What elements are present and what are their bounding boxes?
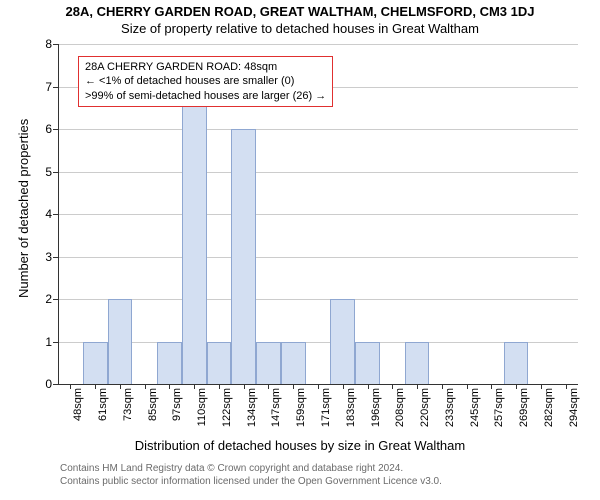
y-tick-label: 0 (28, 377, 52, 391)
footer-text: Contains HM Land Registry data © Crown c… (60, 462, 442, 488)
annotation-box: 28A CHERRY GARDEN ROAD: 48sqm ← <1% of d… (78, 56, 333, 107)
grid-line (58, 172, 578, 173)
bar (355, 342, 380, 385)
x-tick-label: 48sqm (72, 388, 84, 438)
y-tick-label: 7 (28, 80, 52, 94)
x-tick-label: 208sqm (394, 388, 406, 438)
grid-line (58, 257, 578, 258)
bar (108, 299, 133, 384)
y-tick-label: 6 (28, 122, 52, 136)
x-tick-label: 196sqm (370, 388, 382, 438)
bar (157, 342, 182, 385)
annotation-line2: ← <1% of detached houses are smaller (0) (85, 74, 326, 88)
bar (504, 342, 529, 385)
x-tick-label: 110sqm (196, 388, 208, 438)
x-tick-label: 171sqm (320, 388, 332, 438)
annotation-line1: 28A CHERRY GARDEN ROAD: 48sqm (85, 60, 326, 74)
grid-line (58, 44, 578, 45)
bar (207, 342, 232, 385)
x-tick-label: 122sqm (221, 388, 233, 438)
x-tick-label: 257sqm (493, 388, 505, 438)
bar (405, 342, 430, 385)
y-tick-label: 5 (28, 165, 52, 179)
y-tick-label: 1 (28, 335, 52, 349)
grid-line (58, 299, 578, 300)
x-tick-label: 97sqm (171, 388, 183, 438)
x-tick-label: 245sqm (469, 388, 481, 438)
footer-line2: Contains public sector information licen… (60, 475, 442, 488)
x-tick-label: 282sqm (543, 388, 555, 438)
bar (256, 342, 281, 385)
bar (83, 342, 108, 385)
x-tick-label: 159sqm (295, 388, 307, 438)
x-tick-label: 220sqm (419, 388, 431, 438)
x-tick-label: 183sqm (345, 388, 357, 438)
y-tick-label: 8 (28, 37, 52, 51)
x-tick-label: 61sqm (97, 388, 109, 438)
grid-line (58, 129, 578, 130)
x-tick-label: 294sqm (568, 388, 580, 438)
x-tick-label: 233sqm (444, 388, 456, 438)
x-tick-label: 134sqm (246, 388, 258, 438)
x-axis-line (58, 384, 578, 385)
x-tick-label: 269sqm (518, 388, 530, 438)
y-tick-label: 4 (28, 207, 52, 221)
bar (182, 87, 207, 385)
x-tick-label: 73sqm (122, 388, 134, 438)
x-tick-label: 85sqm (147, 388, 159, 438)
y-axis-line (58, 44, 59, 384)
footer-line1: Contains HM Land Registry data © Crown c… (60, 462, 442, 475)
annotation-line3: >99% of semi-detached houses are larger … (85, 89, 326, 103)
grid-line (58, 214, 578, 215)
bar (231, 129, 256, 384)
chart-title-main: 28A, CHERRY GARDEN ROAD, GREAT WALTHAM, … (0, 0, 600, 19)
grid-line (58, 342, 578, 343)
y-tick-label: 3 (28, 250, 52, 264)
chart-title-sub: Size of property relative to detached ho… (0, 19, 600, 36)
bar (330, 299, 355, 384)
bar (281, 342, 306, 385)
x-tick-label: 147sqm (270, 388, 282, 438)
y-tick-label: 2 (28, 292, 52, 306)
x-axis-title: Distribution of detached houses by size … (0, 438, 600, 453)
